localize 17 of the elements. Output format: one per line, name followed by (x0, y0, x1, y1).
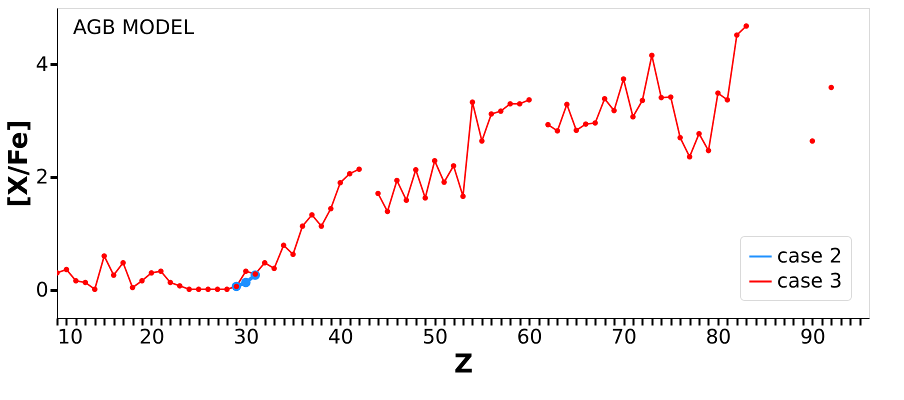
x-tick-label: 20 (139, 324, 165, 348)
legend-label: case 2 (777, 244, 842, 268)
annotation: AGB MODEL (73, 15, 195, 39)
y-tick-label: 4 (36, 52, 48, 76)
x-tick-label: 60 (516, 324, 542, 348)
y-axis-title: [X/Fe] (4, 120, 34, 208)
y-tick-label: 2 (36, 164, 48, 189)
x-tick-label: 30 (234, 324, 260, 348)
x-tick-label: 80 (706, 324, 732, 348)
y-tick-label: 0 (36, 277, 48, 302)
x-tick-label: 70 (611, 324, 637, 348)
x-tick-label: 40 (328, 324, 354, 348)
x-tick-label: 90 (800, 324, 826, 348)
x-tick-label: 50 (422, 324, 448, 348)
x-axis-title: Z (454, 350, 473, 380)
x-tick-label: 10 (58, 324, 83, 348)
legend-label: case 3 (777, 268, 842, 292)
